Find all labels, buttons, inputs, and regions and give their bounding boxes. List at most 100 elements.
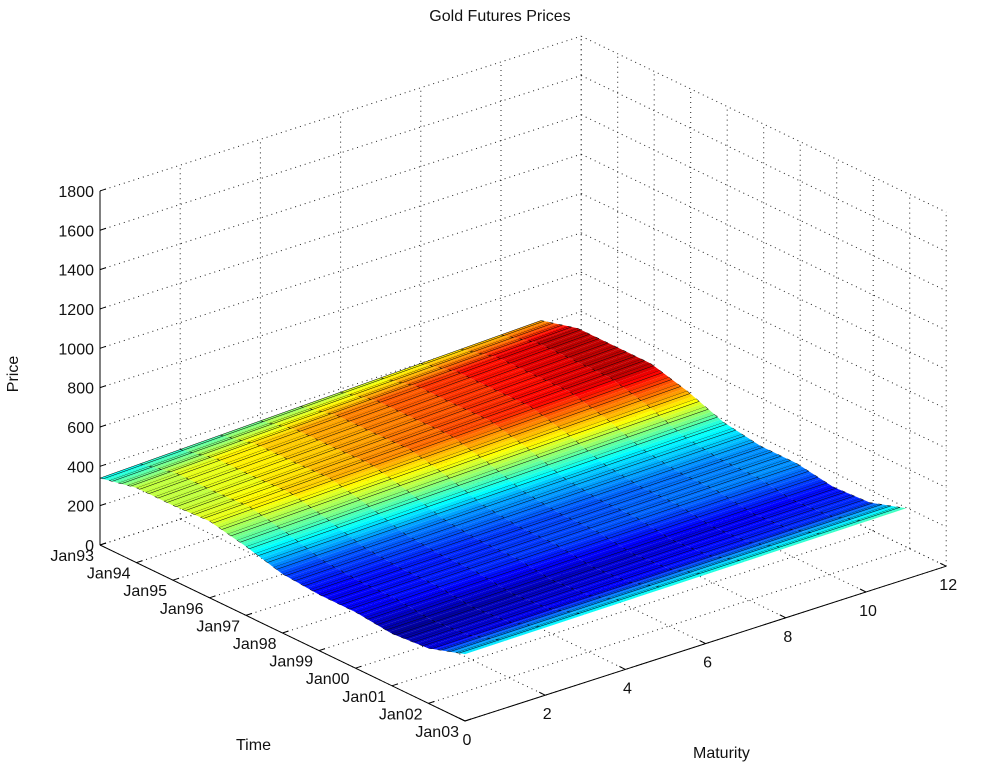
surface-patch [194,500,238,516]
surface-patch [434,636,478,650]
surface-patch [750,460,794,476]
surface-patch [543,525,587,541]
surface-patch [609,453,653,470]
surface-patch [625,567,670,583]
surface-patch [310,493,355,510]
surface-patch [441,383,485,400]
z-tick [99,463,107,467]
surface-patch [730,545,774,560]
surface-patch [385,616,430,632]
surface-patch [634,381,678,399]
surface-patch [484,403,528,420]
surface-patch [179,493,223,510]
surface-patch [402,555,446,571]
surface-patch [505,380,550,397]
surface-patch [447,578,492,595]
surface-patch [195,438,239,455]
surface-patch [494,534,538,550]
surface-patch [249,534,293,552]
surface-patch [418,485,462,502]
surface-patch [504,504,548,520]
surface-patch [485,340,529,356]
surface-patch [414,371,458,387]
z-tick [99,306,107,310]
surface-patch [226,422,270,438]
surface-patch [554,410,598,427]
surface-patch [697,537,741,552]
surface-patch [862,507,907,522]
surface-patch [330,431,374,448]
surface-patch [520,610,565,625]
surface-patch [232,423,276,439]
surface-patch [606,451,650,468]
surface-patch [540,559,584,575]
surface-patch [515,384,559,401]
surface-patch [578,429,623,446]
surface-patch [272,409,316,425]
surface-patch [349,595,393,611]
surface-patch [403,473,447,490]
surface-patch [505,607,549,622]
surface-patch [233,523,277,541]
surface-patch [481,561,526,578]
surface-patch [770,532,814,547]
surface-patch [695,466,739,482]
surface-patch [152,452,196,468]
surface-patch [253,429,297,445]
surface-patch [430,495,474,512]
surface-patch [560,461,604,478]
surface-patch [584,476,628,493]
surface-patch [182,461,226,478]
surface-patch [531,519,575,535]
surface-patch [545,594,589,609]
surface-patch [783,480,828,497]
surface-patch [841,504,885,519]
y-tick-label: 2 [543,706,552,723]
surface-patch [419,406,463,423]
surface-patch [650,393,694,411]
surface-patch [560,597,605,611]
surface-patch [777,477,821,493]
surface-patch [632,569,676,584]
y-tick [699,640,706,645]
surface-patch [507,464,552,482]
surface-patch [602,487,646,503]
surface-patch [412,480,456,498]
surface-patch [528,551,572,568]
surface-patch [408,522,453,538]
surface-patch [681,557,725,572]
surface-patch [627,465,671,481]
surface-patch [607,361,651,378]
surface-patch [372,494,416,512]
surface-patch [499,626,543,641]
x-tick-label: Jan98 [233,636,277,653]
surface-patch [395,621,439,637]
surface-patch [668,409,712,426]
surface-patch [557,458,601,475]
surface-patch [526,479,570,495]
surface-patch [701,469,745,485]
surface-patch [356,565,400,582]
surface-patch [656,550,701,565]
y-tick [458,717,466,722]
surface-patch [385,460,429,477]
surface-patch [420,373,464,390]
surface-patch [464,517,508,534]
surface-patch [312,577,357,593]
surface-patch [737,454,783,470]
surface-patch [534,520,578,536]
surface-patch [307,534,351,551]
surface-patch [293,414,337,430]
surface-patch [424,531,468,547]
surface-patch [537,557,581,573]
surface-patch [538,443,583,460]
surface-patch [422,443,466,461]
surface-patch [487,599,531,615]
surface-patch [521,548,566,564]
surface-patch [688,498,732,514]
surface-patch [476,486,521,503]
surface-patch [744,457,788,473]
surface-patch [367,415,411,432]
surface-patch [356,527,400,545]
surface-patch [569,467,613,484]
